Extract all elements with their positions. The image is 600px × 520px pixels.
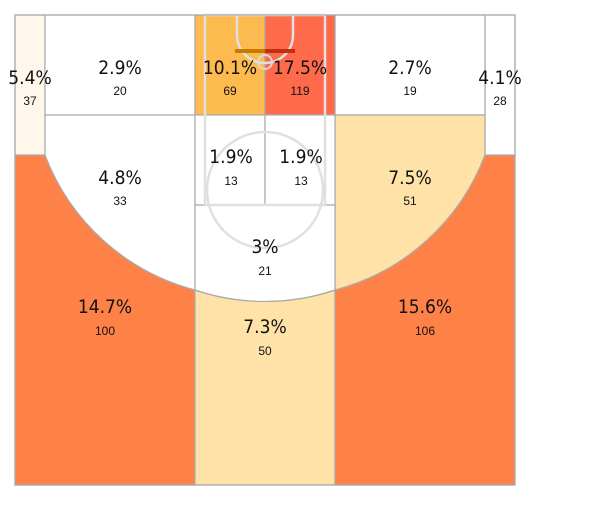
zone-label-pct: 7.5% xyxy=(388,167,431,189)
zone-label-pct: 7.3% xyxy=(243,316,286,338)
zone-label-count: 51 xyxy=(403,194,417,208)
zone-label-count: 100 xyxy=(95,324,115,338)
zone-label-count: 13 xyxy=(294,174,308,188)
zone-label-pct: 3% xyxy=(251,236,278,258)
zone-label-count: 69 xyxy=(223,84,237,98)
hoop xyxy=(257,54,273,70)
zone-label-pct: 10.1% xyxy=(203,57,257,79)
zone-label-pct: 1.9% xyxy=(279,146,322,168)
zone-left-baseline-mid xyxy=(44,14,196,116)
zone-top-key-mid xyxy=(194,204,336,303)
zone-label-pct: 1.9% xyxy=(209,146,252,168)
zone-label-count: 28 xyxy=(493,94,507,108)
zone-restricted-right xyxy=(264,14,336,116)
zone-right-corner-3 xyxy=(484,14,516,156)
court-markings xyxy=(14,13,516,486)
zone-label-pct: 5.4% xyxy=(8,67,51,89)
zone-label-pct: 2.9% xyxy=(98,57,141,79)
zone-label-count: 33 xyxy=(113,194,127,208)
zone-label-pct: 4.8% xyxy=(98,167,141,189)
zone-label-count: 119 xyxy=(290,84,309,98)
zone-label-count: 106 xyxy=(415,324,435,338)
zone-label-count: 20 xyxy=(113,84,127,98)
zone-label-pct: 17.5% xyxy=(273,57,327,79)
zone-label-count: 21 xyxy=(258,264,272,278)
zone-label-pct: 14.7% xyxy=(78,296,132,318)
zone-label-count: 19 xyxy=(403,84,417,98)
zone-label-pct: 2.7% xyxy=(388,57,431,79)
zone-right-wing-mid xyxy=(334,114,486,291)
zone-label-count: 13 xyxy=(224,174,238,188)
zone-label-count: 37 xyxy=(23,94,37,108)
zone-label-pct: 15.6% xyxy=(398,296,452,318)
zone-left-wing-mid xyxy=(44,114,196,291)
zone-label-pct: 4.1% xyxy=(478,67,521,89)
zone-label-count: 50 xyxy=(258,344,272,358)
